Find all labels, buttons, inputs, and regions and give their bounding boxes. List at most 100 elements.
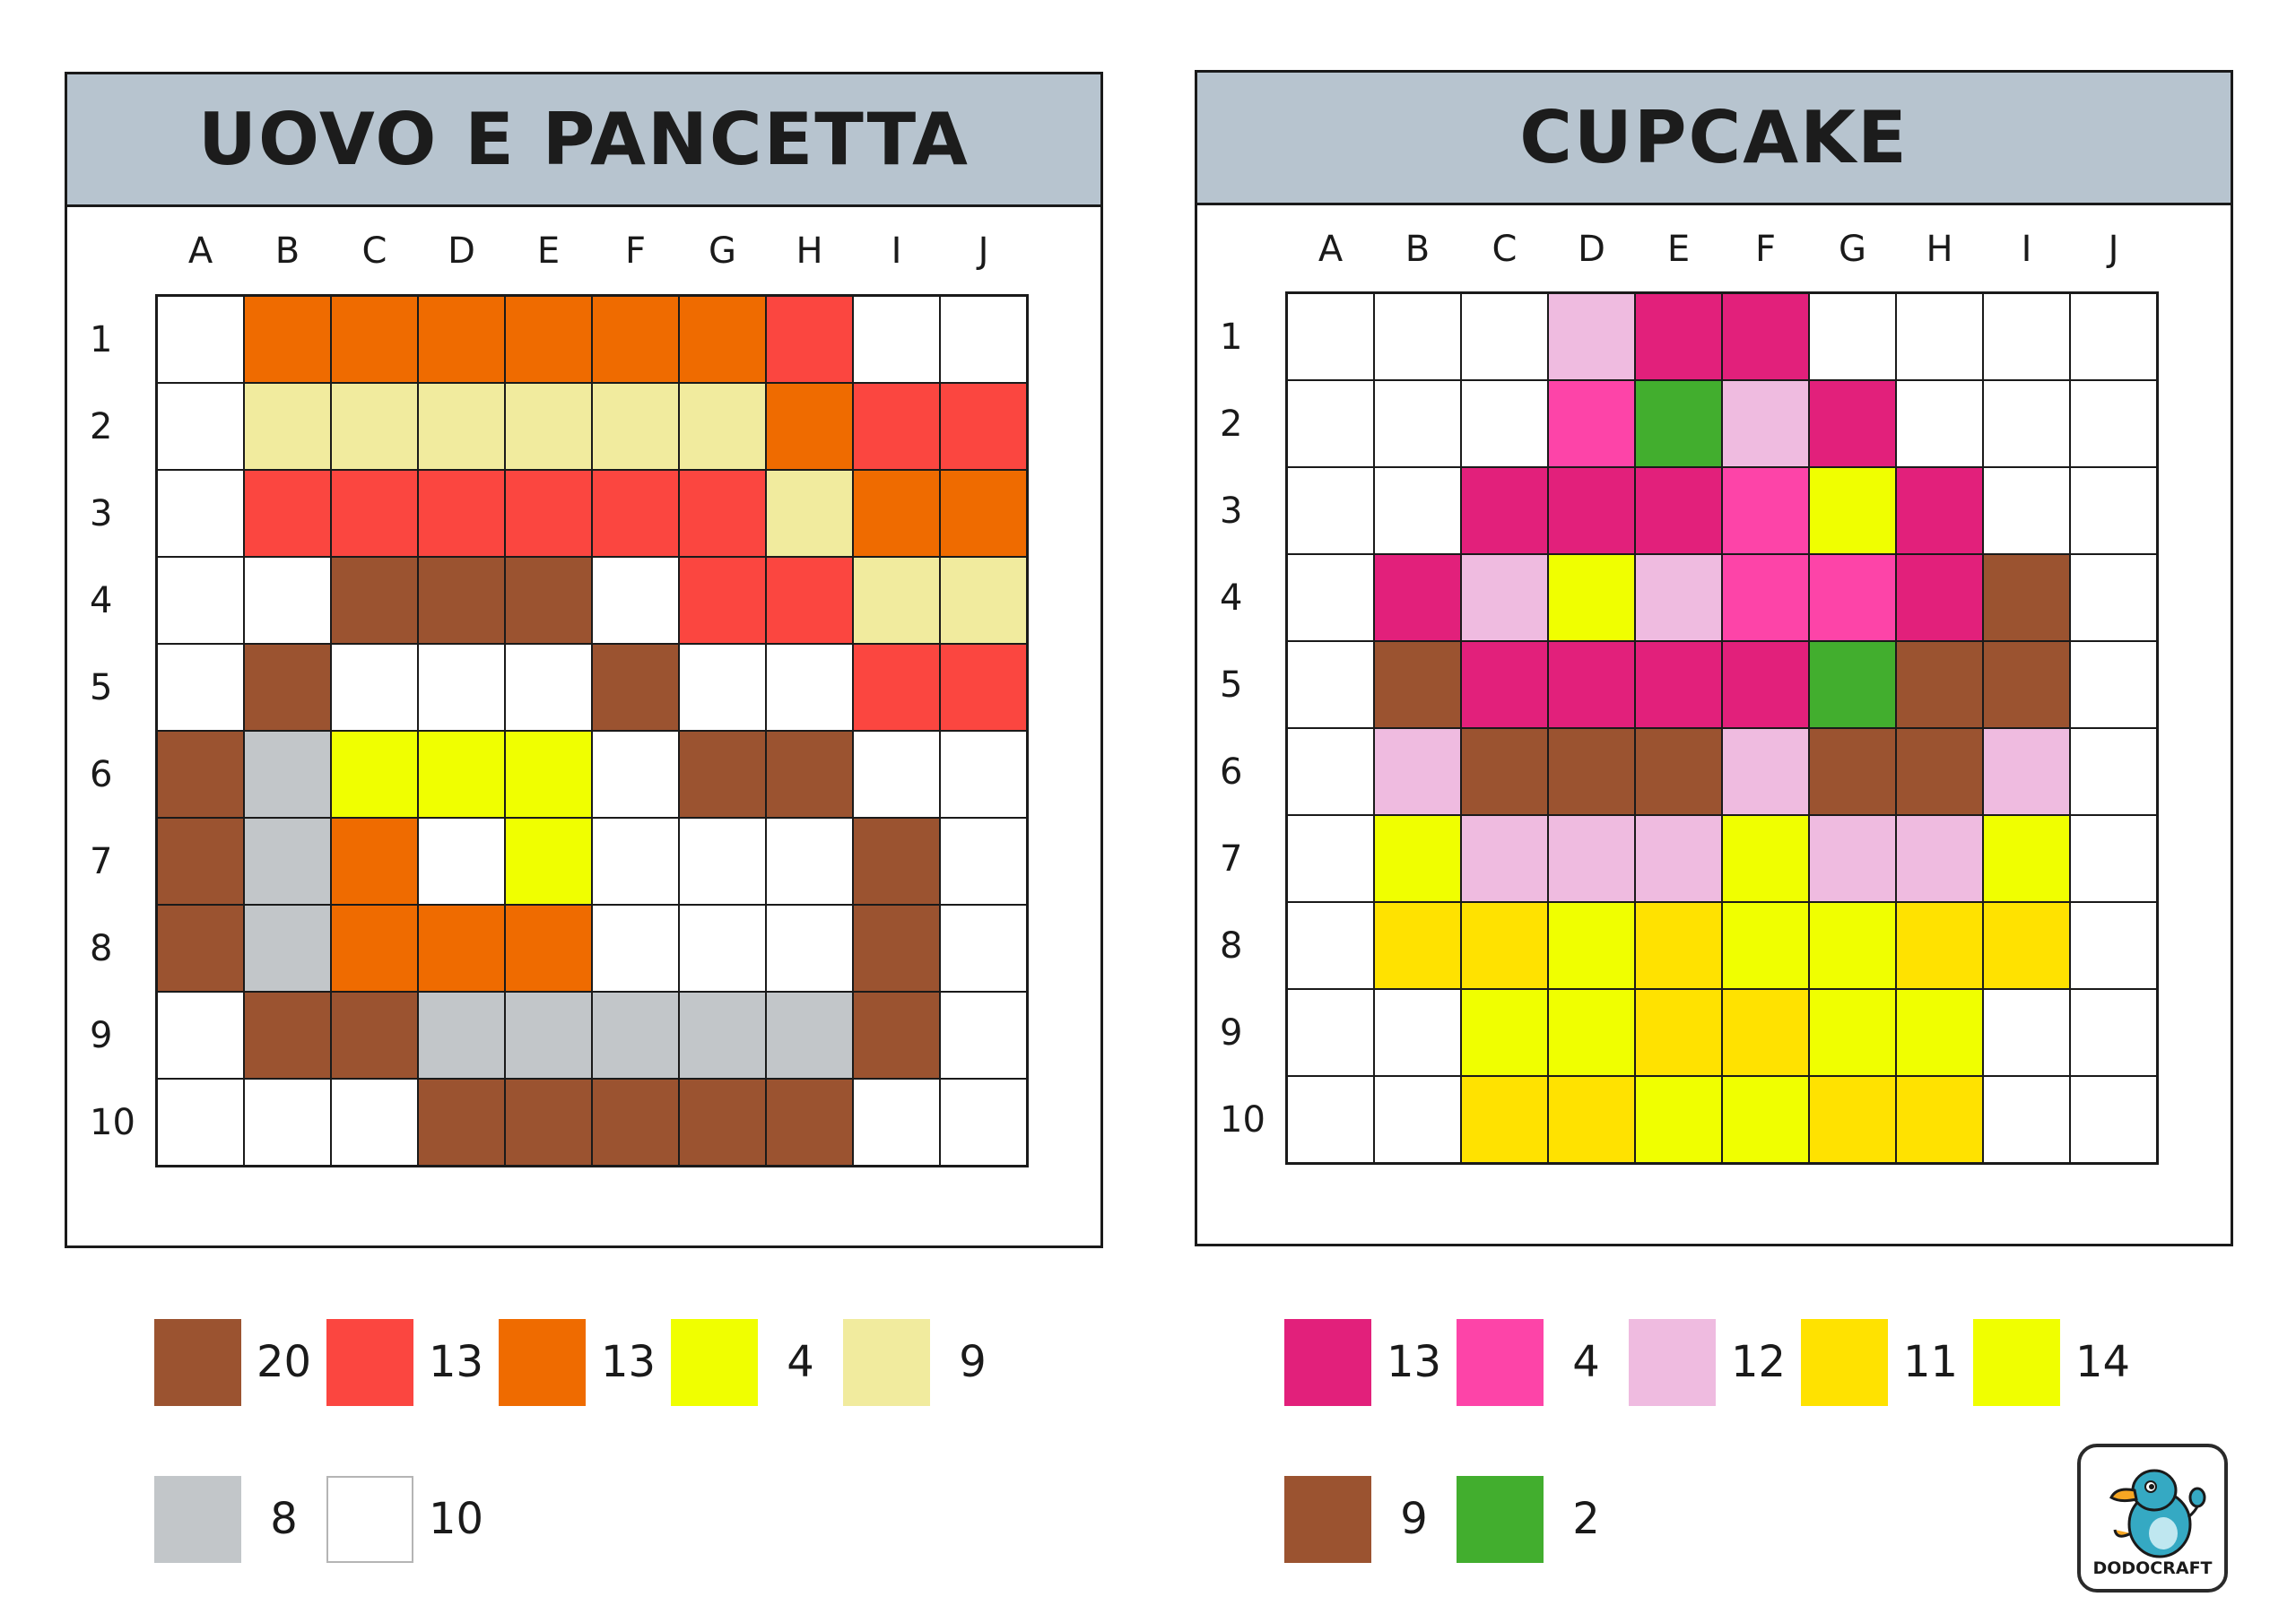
grid-cell[interactable] <box>1374 554 1461 641</box>
grid-cell[interactable] <box>853 905 940 992</box>
grid-cell[interactable] <box>2070 467 2157 554</box>
grid-cell[interactable] <box>505 383 592 470</box>
grid-cell[interactable] <box>157 1079 244 1166</box>
grid-cell[interactable] <box>1461 815 1548 902</box>
grid-cell[interactable] <box>1548 467 1635 554</box>
grid-cell[interactable] <box>766 1079 853 1166</box>
grid-cell[interactable] <box>418 818 505 905</box>
grid-cell[interactable] <box>1896 815 1983 902</box>
grid-cell[interactable] <box>592 818 679 905</box>
grid-cell[interactable] <box>1374 728 1461 815</box>
grid-cell[interactable] <box>418 731 505 818</box>
grid-cell[interactable] <box>1635 380 1722 467</box>
grid-cell[interactable] <box>1374 989 1461 1076</box>
grid-cell[interactable] <box>505 470 592 557</box>
grid-cell[interactable] <box>1548 989 1635 1076</box>
grid-cell[interactable] <box>853 470 940 557</box>
grid-cell[interactable] <box>766 296 853 383</box>
grid-cell[interactable] <box>592 731 679 818</box>
grid-cell[interactable] <box>418 470 505 557</box>
grid-cell[interactable] <box>1635 989 1722 1076</box>
grid-cell[interactable] <box>1896 380 1983 467</box>
grid-cell[interactable] <box>1722 989 1809 1076</box>
grid-cell[interactable] <box>1635 1076 1722 1163</box>
grid-cell[interactable] <box>1287 902 1374 989</box>
grid-cell[interactable] <box>1374 1076 1461 1163</box>
grid-cell[interactable] <box>157 557 244 644</box>
grid-cell[interactable] <box>1809 902 1896 989</box>
grid-cell[interactable] <box>331 992 418 1079</box>
grid-cell[interactable] <box>1548 380 1635 467</box>
grid-cell[interactable] <box>1374 293 1461 380</box>
grid-cell[interactable] <box>1722 641 1809 728</box>
grid-cell[interactable] <box>1287 815 1374 902</box>
grid-cell[interactable] <box>331 557 418 644</box>
grid-cell[interactable] <box>157 296 244 383</box>
grid-cell[interactable] <box>1635 902 1722 989</box>
grid-cell[interactable] <box>1809 728 1896 815</box>
grid-cell[interactable] <box>331 1079 418 1166</box>
grid-cell[interactable] <box>1635 467 1722 554</box>
grid-cell[interactable] <box>1461 467 1548 554</box>
grid-cell[interactable] <box>331 383 418 470</box>
grid-cell[interactable] <box>1287 989 1374 1076</box>
grid-cell[interactable] <box>418 905 505 992</box>
grid-cell[interactable] <box>1461 902 1548 989</box>
grid-cell[interactable] <box>1983 902 2070 989</box>
grid-cell[interactable] <box>244 470 331 557</box>
grid-cell[interactable] <box>2070 989 2157 1076</box>
grid-cell[interactable] <box>1722 554 1809 641</box>
grid-cell[interactable] <box>853 818 940 905</box>
grid-cell[interactable] <box>679 644 766 731</box>
grid-cell[interactable] <box>244 992 331 1079</box>
grid-cell[interactable] <box>853 1079 940 1166</box>
grid-cell[interactable] <box>1374 380 1461 467</box>
grid-cell[interactable] <box>505 992 592 1079</box>
grid-cell[interactable] <box>592 644 679 731</box>
grid-cell[interactable] <box>679 905 766 992</box>
grid-cell[interactable] <box>1374 641 1461 728</box>
grid-cell[interactable] <box>505 557 592 644</box>
grid-cell[interactable] <box>157 731 244 818</box>
grid-cell[interactable] <box>592 296 679 383</box>
grid-cell[interactable] <box>1287 554 1374 641</box>
grid-cell[interactable] <box>331 731 418 818</box>
grid-cell[interactable] <box>2070 641 2157 728</box>
grid-cell[interactable] <box>766 731 853 818</box>
grid-cell[interactable] <box>1548 641 1635 728</box>
grid-cell[interactable] <box>244 644 331 731</box>
grid-cell[interactable] <box>853 557 940 644</box>
grid-cell[interactable] <box>766 644 853 731</box>
grid-cell[interactable] <box>940 296 1027 383</box>
grid-cell[interactable] <box>1461 380 1548 467</box>
grid-cell[interactable] <box>505 905 592 992</box>
grid-cell[interactable] <box>940 992 1027 1079</box>
grid-cell[interactable] <box>940 383 1027 470</box>
grid-cell[interactable] <box>1635 554 1722 641</box>
grid-cell[interactable] <box>1983 554 2070 641</box>
grid-cell[interactable] <box>1983 728 2070 815</box>
grid-cell[interactable] <box>766 383 853 470</box>
grid-cell[interactable] <box>766 470 853 557</box>
grid-cell[interactable] <box>1983 641 2070 728</box>
grid-cell[interactable] <box>244 905 331 992</box>
grid-cell[interactable] <box>1635 728 1722 815</box>
grid-cell[interactable] <box>2070 1076 2157 1163</box>
grid-cell[interactable] <box>157 383 244 470</box>
grid-cell[interactable] <box>940 905 1027 992</box>
grid-cell[interactable] <box>1722 728 1809 815</box>
grid-cell[interactable] <box>679 818 766 905</box>
grid-cell[interactable] <box>157 905 244 992</box>
grid-cell[interactable] <box>1287 467 1374 554</box>
grid-cell[interactable] <box>157 470 244 557</box>
grid-cell[interactable] <box>1722 293 1809 380</box>
grid-cell[interactable] <box>1809 641 1896 728</box>
grid-cell[interactable] <box>1287 293 1374 380</box>
grid-cell[interactable] <box>766 557 853 644</box>
grid-cell[interactable] <box>940 731 1027 818</box>
grid-cell[interactable] <box>1548 728 1635 815</box>
grid-cell[interactable] <box>505 818 592 905</box>
grid-cell[interactable] <box>1548 815 1635 902</box>
grid-cell[interactable] <box>679 992 766 1079</box>
grid-cell[interactable] <box>1896 1076 1983 1163</box>
